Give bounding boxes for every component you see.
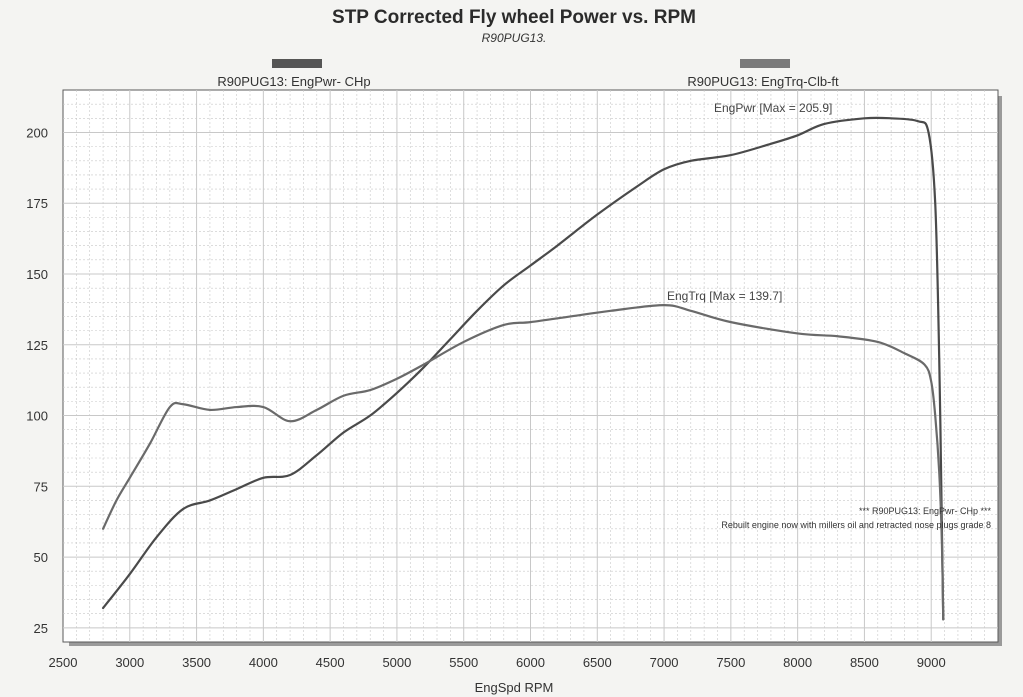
- series-line-torque: [101, 304, 945, 621]
- x-tick-label: 4500: [316, 655, 345, 670]
- y-tick-label: 150: [26, 267, 48, 282]
- y-tick-label: 50: [34, 550, 48, 565]
- x-tick-label: 8500: [850, 655, 879, 670]
- legend-label-power: R90PUG13: EngPwr- CHp: [217, 74, 370, 89]
- chart-title: STP Corrected Fly wheel Power vs. RPM: [332, 7, 696, 28]
- x-tick-label: 2500: [49, 655, 78, 670]
- note-description: Rebuilt engine now with millers oil and …: [721, 520, 991, 530]
- legend-swatch-power: [272, 59, 322, 68]
- legend-label-torque: R90PUG13: EngTrq-Clb-ft: [687, 74, 839, 89]
- annotation-torque-max: EngTrq [Max = 139.7]: [667, 289, 782, 303]
- y-tick-label: 200: [26, 125, 48, 140]
- y-tick-label: 75: [34, 479, 48, 494]
- x-tick-label: 3000: [115, 655, 144, 670]
- x-tick-label: 6000: [516, 655, 545, 670]
- y-tick-label: 100: [26, 409, 48, 424]
- x-tick-label: 3500: [182, 655, 211, 670]
- grid: [63, 90, 998, 642]
- legend: R90PUG13: EngPwr- CHp R90PUG13: EngTrq-C…: [217, 59, 839, 89]
- legend-swatch-torque: [740, 59, 790, 68]
- note-run-id: *** R90PUG13: EngPwr- CHp ***: [859, 506, 992, 516]
- annotation-power-max: EngPwr [Max = 205.9]: [714, 101, 832, 115]
- chart-subtitle: R90PUG13.: [482, 31, 547, 45]
- x-tick-label: 7000: [650, 655, 679, 670]
- x-tick-label: 5000: [382, 655, 411, 670]
- x-tick-label: 4000: [249, 655, 278, 670]
- y-tick-label: 175: [26, 196, 48, 211]
- x-axis-label: EngSpd RPM: [475, 680, 554, 695]
- x-tick-label: 9000: [917, 655, 946, 670]
- x-axis-ticks: 2500 3000 3500 4000 4500 5000 5500 6000 6500 7000…: [49, 655, 946, 670]
- x-tick-label: 5500: [449, 655, 478, 670]
- y-axis-ticks: 25 50 75 100 125 150 175 200: [26, 125, 48, 635]
- x-tick-label: 6500: [583, 655, 612, 670]
- series: [101, 116, 945, 621]
- y-tick-label: 25: [34, 621, 48, 636]
- x-tick-label: 7500: [716, 655, 745, 670]
- y-tick-label: 125: [26, 338, 48, 353]
- x-tick-label: 8000: [783, 655, 812, 670]
- series-line-power: [101, 116, 945, 621]
